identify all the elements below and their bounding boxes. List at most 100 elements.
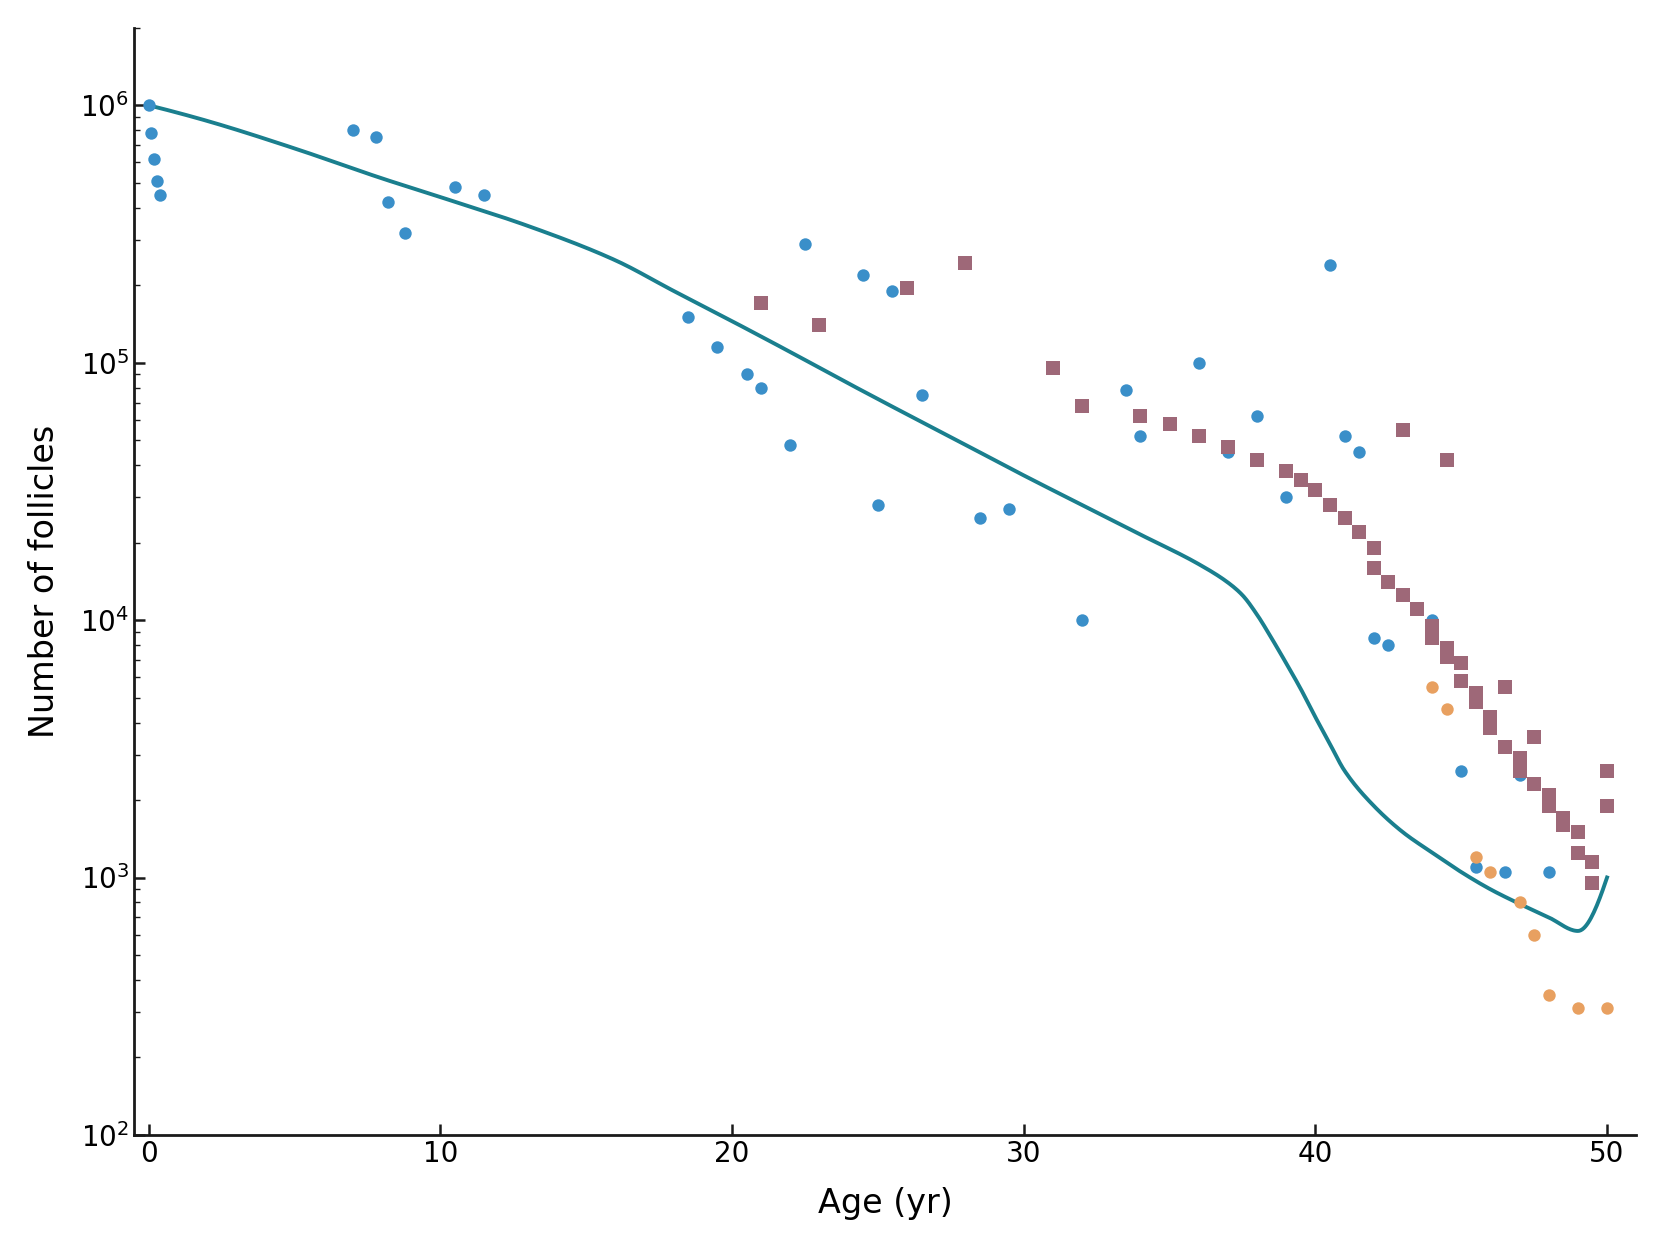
Point <box>141 149 168 168</box>
Point <box>1521 925 1548 945</box>
Point <box>1361 558 1388 578</box>
Point <box>1419 610 1446 630</box>
Point <box>1579 874 1606 894</box>
Point <box>1491 676 1518 696</box>
Point <box>1127 406 1153 426</box>
Point <box>1506 765 1533 785</box>
Point <box>1448 671 1474 691</box>
Y-axis label: Number of follicles: Number of follicles <box>28 424 62 738</box>
Point <box>1374 573 1401 593</box>
Point <box>363 127 389 147</box>
Point <box>1273 487 1300 507</box>
Point <box>1463 693 1489 713</box>
Point <box>734 364 760 384</box>
Point <box>1316 495 1343 515</box>
Point <box>777 434 804 454</box>
Point <box>1536 796 1562 816</box>
Point <box>1478 862 1504 882</box>
Point <box>1506 892 1533 912</box>
Point <box>1433 638 1459 658</box>
Point <box>146 185 173 205</box>
Point <box>1478 708 1504 728</box>
Point <box>1564 998 1591 1018</box>
Point <box>1506 749 1533 769</box>
Point <box>909 384 935 404</box>
Point <box>1579 852 1606 872</box>
X-axis label: Age (yr): Age (yr) <box>817 1187 952 1221</box>
Point <box>1491 738 1518 758</box>
Point <box>1389 419 1416 439</box>
Point <box>145 171 171 191</box>
Point <box>1185 353 1211 373</box>
Point <box>1068 610 1095 630</box>
Point <box>676 307 702 327</box>
Point <box>1536 785 1562 805</box>
Point <box>1243 406 1270 426</box>
Point <box>1185 426 1211 446</box>
Point <box>1361 628 1388 648</box>
Point <box>1491 862 1518 882</box>
Point <box>441 177 468 197</box>
Point <box>339 120 366 140</box>
Point <box>1331 426 1358 446</box>
Point <box>995 499 1022 519</box>
Point <box>1346 442 1373 462</box>
Point <box>1594 761 1621 781</box>
Point <box>1463 857 1489 877</box>
Point <box>704 337 730 357</box>
Point <box>471 185 498 205</box>
Point <box>792 233 819 253</box>
Point <box>865 495 892 515</box>
Point <box>805 314 832 334</box>
Point <box>1215 437 1241 457</box>
Point <box>1374 635 1401 655</box>
Point <box>952 252 978 272</box>
Point <box>1463 683 1489 703</box>
Point <box>1215 442 1241 462</box>
Point <box>747 293 774 313</box>
Point <box>879 281 905 301</box>
Point <box>1564 822 1591 842</box>
Point <box>1521 728 1548 748</box>
Point <box>1404 599 1431 619</box>
Point <box>1243 449 1270 469</box>
Point <box>1433 449 1459 469</box>
Point <box>1389 585 1416 605</box>
Point <box>1549 815 1576 835</box>
Point <box>138 124 165 144</box>
Point <box>1127 426 1153 446</box>
Point <box>1478 719 1504 739</box>
Point <box>1419 676 1446 696</box>
Point <box>1536 862 1562 882</box>
Point <box>1068 396 1095 416</box>
Point <box>1463 847 1489 867</box>
Point <box>1346 522 1373 542</box>
Point <box>1549 809 1576 829</box>
Point <box>1594 998 1621 1018</box>
Point <box>1433 646 1459 666</box>
Point <box>393 222 419 242</box>
Point <box>1506 761 1533 781</box>
Point <box>747 378 774 398</box>
Point <box>1288 470 1315 490</box>
Point <box>1331 508 1358 528</box>
Point <box>1273 461 1300 480</box>
Point <box>967 508 993 528</box>
Point <box>1564 842 1591 862</box>
Point <box>374 192 401 212</box>
Point <box>850 265 877 285</box>
Point <box>1419 615 1446 635</box>
Point <box>1040 358 1067 378</box>
Point <box>1156 413 1183 433</box>
Point <box>1536 985 1562 1005</box>
Point <box>1316 255 1343 275</box>
Point <box>1113 381 1140 401</box>
Point <box>135 95 161 115</box>
Point <box>894 278 920 298</box>
Point <box>1448 653 1474 673</box>
Point <box>1594 796 1621 816</box>
Point <box>1521 775 1548 795</box>
Point <box>1448 761 1474 781</box>
Point <box>1419 628 1446 648</box>
Point <box>1433 699 1459 719</box>
